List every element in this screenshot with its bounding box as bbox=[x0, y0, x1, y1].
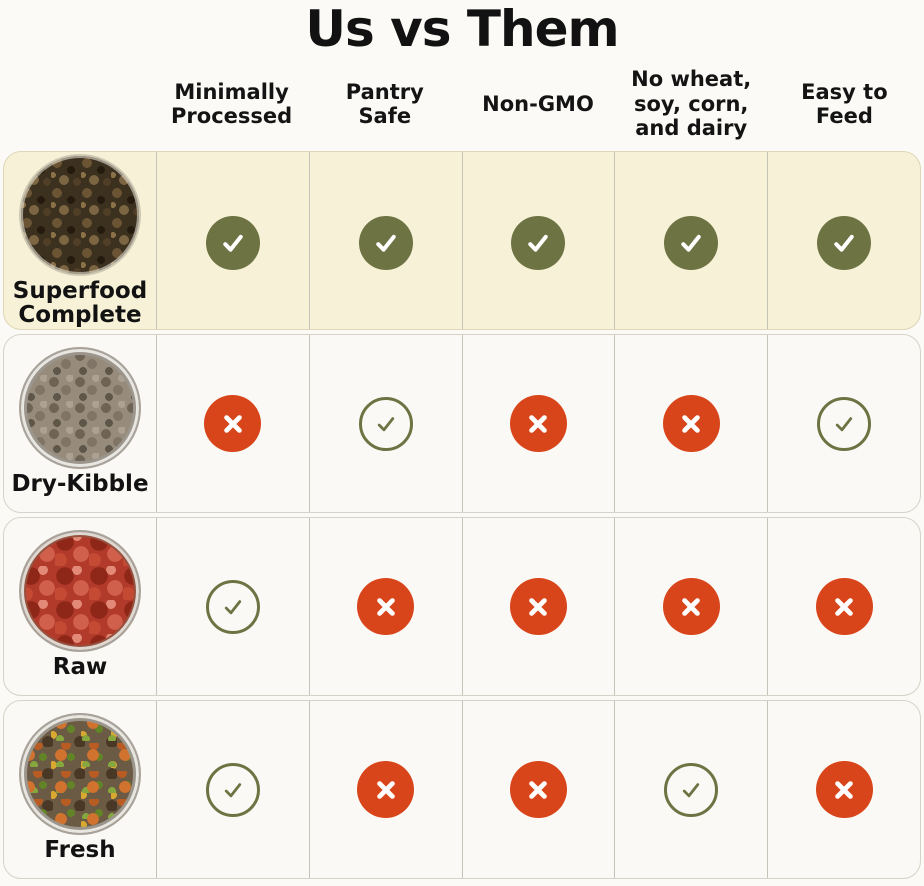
table-row-dry-kibble: Dry-Kibble bbox=[3, 334, 921, 513]
status-cell bbox=[767, 335, 920, 512]
column-header-easy-to-feed: Easy to Feed bbox=[801, 79, 888, 128]
x-icon bbox=[815, 578, 873, 635]
status-cell bbox=[308, 518, 462, 695]
product-cell: Fresh bbox=[4, 701, 156, 878]
fresh-food-bowl-photo bbox=[21, 714, 139, 833]
status-cell bbox=[308, 152, 462, 329]
status-cell bbox=[156, 335, 309, 512]
product-label: Raw bbox=[52, 653, 108, 680]
product-cell: Raw bbox=[4, 518, 156, 695]
table-row-raw: Raw bbox=[3, 517, 921, 696]
status-cell bbox=[614, 335, 767, 512]
status-cell bbox=[308, 335, 462, 512]
check-icon bbox=[664, 215, 719, 270]
check-icon bbox=[205, 215, 260, 270]
check-icon bbox=[205, 579, 260, 634]
status-cell bbox=[156, 701, 309, 878]
check-icon bbox=[664, 762, 719, 817]
dry-kibble-bowl-photo bbox=[21, 348, 139, 467]
check-icon bbox=[817, 396, 872, 451]
column-header-non-gmo: Non-GMO bbox=[482, 91, 594, 116]
status-cell bbox=[767, 701, 920, 878]
status-cell bbox=[156, 518, 309, 695]
status-cell bbox=[767, 152, 920, 329]
product-label: Dry-Kibble bbox=[11, 470, 149, 497]
x-icon bbox=[662, 395, 720, 452]
x-icon bbox=[204, 395, 262, 452]
superfood-complete-bowl-photo bbox=[21, 156, 139, 274]
status-cell bbox=[461, 518, 615, 695]
column-header-no-wheat-soy-corn-dairy: No wheat, soy, corn, and dairy bbox=[631, 67, 752, 141]
x-icon bbox=[509, 761, 567, 818]
status-cell bbox=[614, 701, 767, 878]
status-cell bbox=[461, 152, 615, 329]
comparison-table: Superfood Complete Dry-Kibble Raw F bbox=[0, 151, 924, 879]
product-cell: Superfood Complete bbox=[4, 152, 156, 329]
comparison-header-row: Minimally Processed Pantry Safe Non-GMO … bbox=[0, 57, 924, 151]
status-cell bbox=[156, 152, 309, 329]
x-icon bbox=[357, 761, 415, 818]
check-icon bbox=[205, 762, 260, 817]
column-header-minimally-processed: Minimally Processed bbox=[171, 79, 293, 128]
x-icon bbox=[662, 578, 720, 635]
product-label: Fresh bbox=[44, 836, 116, 863]
status-cell bbox=[308, 701, 462, 878]
status-cell bbox=[614, 518, 767, 695]
check-icon bbox=[358, 215, 413, 270]
check-icon bbox=[511, 215, 566, 270]
product-label: Superfood Complete bbox=[12, 278, 148, 329]
status-cell bbox=[461, 335, 615, 512]
check-icon bbox=[817, 215, 872, 270]
column-header-pantry-safe: Pantry Safe bbox=[345, 79, 424, 128]
x-icon bbox=[815, 761, 873, 818]
status-cell bbox=[614, 152, 767, 329]
x-icon bbox=[509, 578, 567, 635]
page-title: Us vs Them bbox=[305, 0, 619, 58]
status-cell bbox=[461, 701, 615, 878]
raw-meat-bowl-photo bbox=[21, 531, 139, 650]
x-icon bbox=[509, 395, 567, 452]
x-icon bbox=[357, 578, 415, 635]
table-row-superfood-complete: Superfood Complete bbox=[3, 151, 921, 330]
check-icon bbox=[358, 396, 413, 451]
product-cell: Dry-Kibble bbox=[4, 335, 156, 512]
table-row-fresh: Fresh bbox=[3, 700, 921, 879]
status-cell bbox=[767, 518, 920, 695]
